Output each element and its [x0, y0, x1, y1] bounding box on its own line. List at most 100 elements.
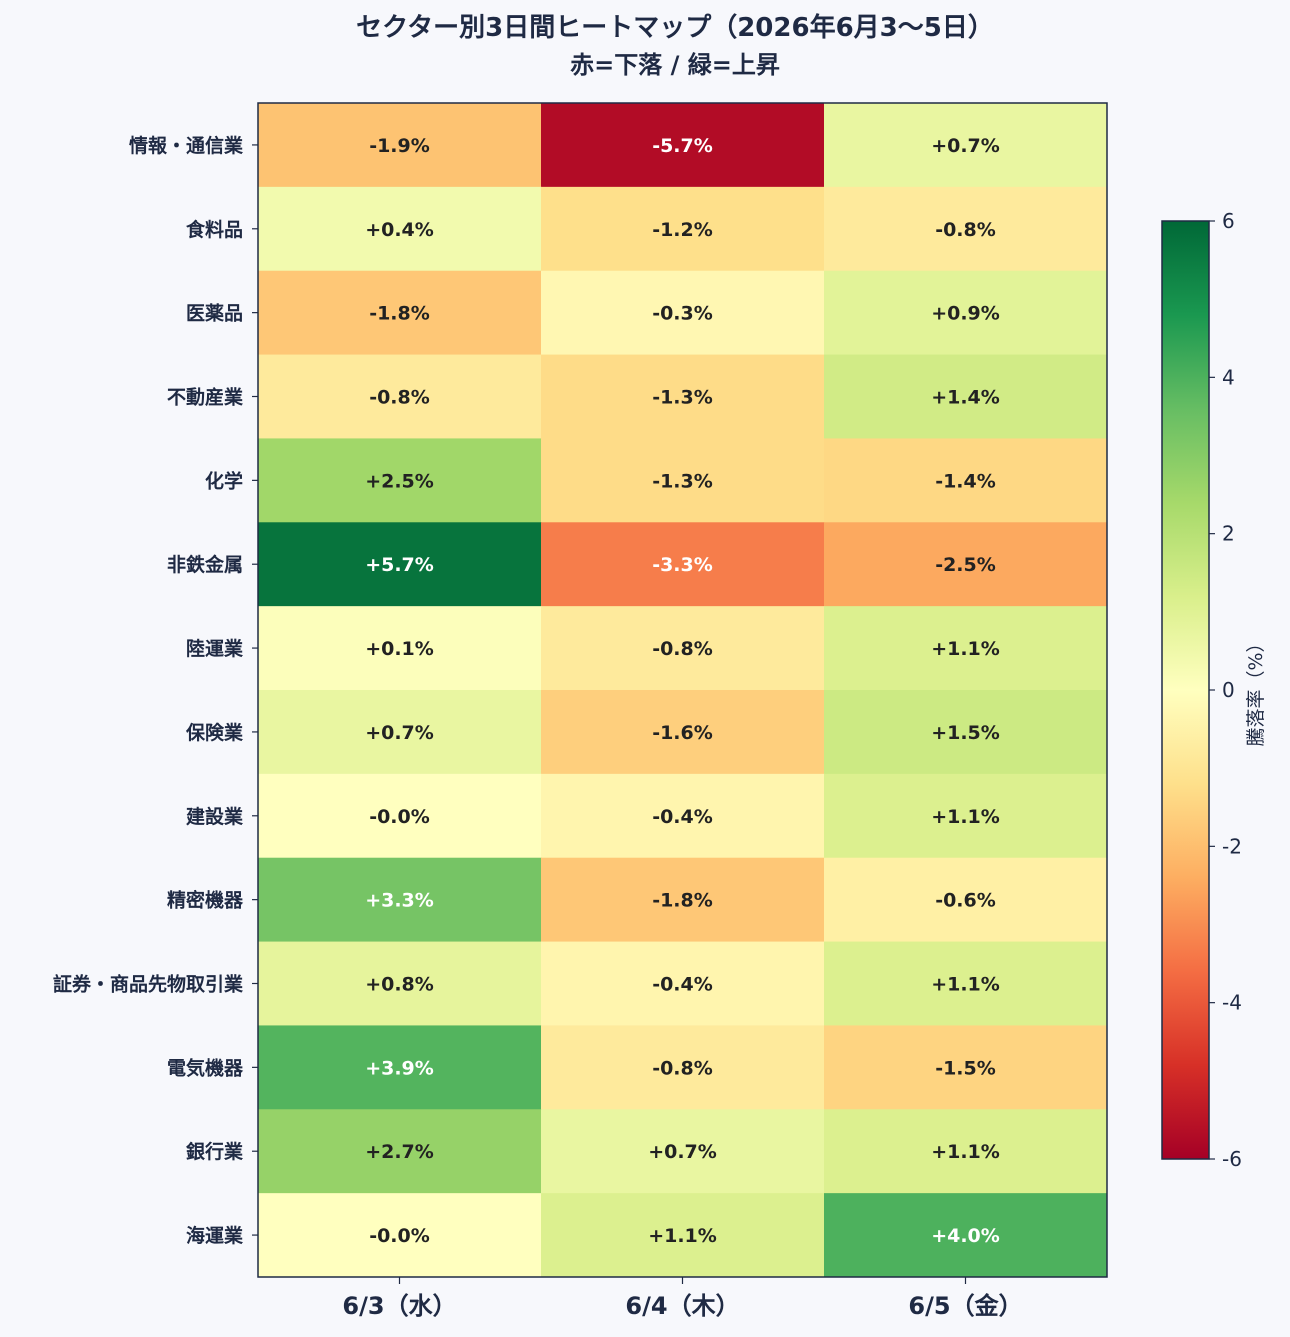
row-label: 化学 [205, 469, 243, 492]
colorbar-tick-label: 4 [1222, 365, 1235, 389]
row-label: 非鉄金属 [167, 553, 243, 576]
colorbar-tick-label: 2 [1222, 522, 1235, 546]
cell-value-label: -0.8% [935, 219, 996, 241]
cell-value-label: +2.7% [365, 1141, 434, 1163]
cell-value-label: +0.9% [931, 303, 1000, 325]
heatmap-cell [541, 690, 825, 775]
heatmap-cell [258, 1193, 542, 1278]
row-label: 建設業 [186, 805, 244, 828]
heatmap-cell [258, 103, 542, 188]
heatmap-cell [258, 941, 542, 1026]
column-labels: 6/3（水） 6/4（木） 6/5（金） [342, 1277, 1023, 1320]
heatmap-cell [824, 690, 1108, 775]
heatmap-cell [541, 103, 825, 188]
cell-value-label: -1.8% [369, 303, 430, 325]
cell-value-label: +5.7% [365, 554, 434, 576]
cell-value-label: +4.0% [931, 1225, 1000, 1247]
heatmap-cell [258, 522, 542, 607]
cell-value-label: -0.8% [369, 387, 430, 409]
colorbar-tick-label: 6 [1222, 209, 1235, 233]
heatmap-cell [258, 857, 542, 943]
row-label: 保険業 [185, 721, 244, 744]
heatmap-cell [824, 270, 1108, 356]
colorbar-label: 騰落率（%） [1245, 633, 1267, 746]
heatmap-cell [541, 522, 825, 607]
heatmap-cell [824, 103, 1108, 188]
heatmap-cell [824, 1025, 1108, 1110]
heatmap-cell [541, 1109, 825, 1194]
heatmap-cell [541, 270, 825, 356]
chart-subtitle: 赤=下落 / 緑=上昇 [570, 51, 780, 79]
row-label: 医薬品 [186, 302, 243, 325]
heatmap-cell [541, 857, 825, 943]
cell-value-label: +1.1% [931, 806, 1000, 828]
colorbar [1161, 220, 1210, 1160]
cell-value-label: -0.4% [652, 806, 713, 828]
cell-value-label: -1.3% [652, 470, 713, 492]
row-label: 精密機器 [167, 889, 244, 912]
cell-value-label: +0.7% [931, 135, 1000, 157]
heatmap-cell [258, 690, 542, 775]
row-label: 銀行業 [186, 1140, 244, 1163]
cell-value-label: -2.5% [935, 554, 996, 576]
heatmap-cells [258, 103, 1108, 1278]
column-label: 6/4（木） [625, 1292, 739, 1320]
heatmap-cell [258, 354, 542, 439]
heatmap-cell [541, 438, 825, 523]
heatmap-cell [824, 1193, 1108, 1278]
heatmap-cell [824, 1109, 1108, 1194]
heatmap-cell [541, 1025, 825, 1110]
heatmap-cell [824, 522, 1108, 607]
row-label: 不動産業 [167, 386, 244, 409]
row-label: 証券・商品先物取引業 [53, 973, 244, 996]
cell-value-label: -1.8% [652, 890, 713, 912]
row-label: 海運業 [186, 1224, 244, 1247]
cell-value-label: -0.0% [369, 1225, 430, 1247]
row-label: 電気機器 [167, 1056, 244, 1079]
colorbar-tick-label: -4 [1222, 991, 1242, 1015]
row-label: 情報・通信業 [129, 134, 244, 157]
cell-value-label: +0.8% [365, 974, 434, 996]
cell-value-label: -0.6% [935, 890, 996, 912]
heatmap-frame [257, 102, 1108, 1278]
cell-value-label: -1.9% [369, 135, 430, 157]
cell-value-label: +1.5% [931, 722, 1000, 744]
heatmap-cell [824, 354, 1108, 439]
cell-value-label: +0.7% [648, 1141, 717, 1163]
cell-value-label: -1.3% [652, 387, 713, 409]
cell-value-label: -0.0% [369, 806, 430, 828]
cell-value-label: +0.4% [365, 219, 434, 241]
cell-value-label: +0.7% [365, 722, 434, 744]
cell-value-label: +1.1% [931, 974, 1000, 996]
cell-value-label: -3.3% [652, 554, 713, 576]
cell-value-label: -0.8% [652, 1057, 713, 1079]
heatmap-cell [541, 606, 825, 691]
cell-value-label: +2.5% [365, 470, 434, 492]
cell-value-label: -0.4% [652, 974, 713, 996]
column-label: 6/3（水） [342, 1292, 456, 1320]
heatmap-cell [258, 270, 542, 356]
row-label: 陸運業 [186, 637, 244, 660]
heatmap-cell [824, 606, 1108, 691]
cell-value-label: +1.1% [648, 1225, 717, 1247]
cell-value-label: -0.3% [652, 303, 713, 325]
cell-value-label: -1.6% [652, 722, 713, 744]
heatmap-cell [541, 1193, 825, 1278]
heatmap-cell [541, 941, 825, 1026]
heatmap-cell [824, 857, 1108, 943]
heatmap-cell [824, 186, 1108, 272]
heatmap-cell [824, 941, 1108, 1026]
heatmap-cell [258, 186, 542, 272]
heatmap-cell [258, 438, 542, 523]
row-labels: 情報・通信業食料品医薬品不動産業化学非鉄金属陸運業保険業建設業精密機器証券・商品… [53, 134, 258, 1247]
column-label: 6/5（金） [908, 1292, 1022, 1320]
cell-value-label: -0.8% [652, 638, 713, 660]
heatmap-cell [258, 1025, 542, 1110]
cell-value-label: +1.1% [931, 638, 1000, 660]
cell-value-label: +1.1% [931, 1141, 1000, 1163]
heatmap-cell [541, 354, 825, 439]
cell-value-label: -1.2% [652, 219, 713, 241]
colorbar-ticks: 6 4 2 0 -2 -4 -6 [1209, 209, 1242, 1171]
cell-value-label: -5.7% [652, 135, 713, 157]
